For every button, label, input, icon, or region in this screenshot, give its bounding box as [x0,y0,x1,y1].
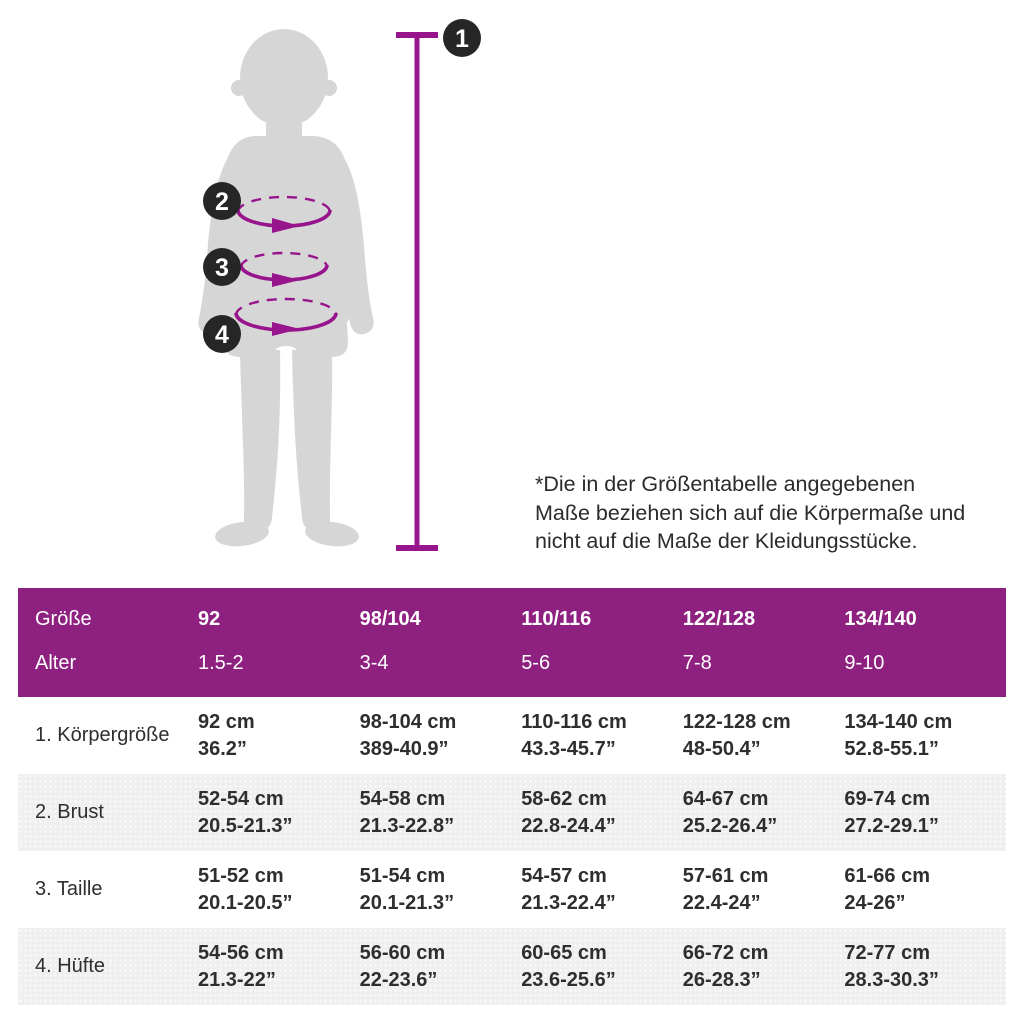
table-cell: 66-72 cm 26-28.3” [682,941,769,991]
table-cell: 60-65 cm 23.6-25.6” [521,941,616,991]
table-cell: 92 cm 36.2” [198,710,255,760]
size-table-header: Größe 92 98/104 110/116 122/128 134/140 … [18,588,1006,697]
table-cell: 69-74 cm 27.2-29.1” [844,787,939,837]
header-age-value: 7-8 [682,651,712,674]
badge-3-waist: 3 [203,248,241,286]
header-size-value: 98/104 [359,608,421,631]
note-line: nicht auf die Maße der Kleidungsstücke. [535,529,918,553]
svg-text:1: 1 [455,25,469,53]
table-row-taille: 3. Taille 51-52 cm 20.1-20.5” 51-54 cm 20.… [18,851,1006,928]
child-silhouette [198,29,374,547]
table-cell: 58-62 cm 22.8-24.4” [521,787,616,837]
row-label: 2. Brust [35,801,104,823]
table-row-brust: 2. Brust 52-54 cm 20.5-21.3” 54-58 cm 21.3… [18,774,1006,851]
note-line: Maße beziehen sich auf die Körpermaße un… [535,500,966,525]
header-size-label: Größe [35,608,92,631]
size-table: Größe 92 98/104 110/116 122/128 134/140 … [18,588,1006,1005]
header-age-value: 1.5-2 [198,651,244,674]
size-guide-illustration: 1 2 3 4 [198,19,481,551]
header-size-value: 134/140 [844,608,917,631]
header-age-value: 5-6 [521,651,551,674]
table-cell: 61-66 cm 24-26” [844,864,931,914]
badge-2-chest: 2 [203,182,241,220]
table-cell: 64-67 cm 25.2-26.4” [682,787,778,837]
badge-4-hip: 4 [203,315,241,353]
table-cell: 52-54 cm 20.5-21.3” [198,787,293,837]
table-cell: 56-60 cm 22-23.6” [359,941,446,991]
table-cell: 54-58 cm 21.3-22.8” [359,787,455,837]
svg-text:2: 2 [215,188,229,216]
badge-1-height: 1 [443,19,481,57]
height-measure-line [396,32,438,551]
header-age-label: Alter [35,651,77,674]
header-size-value: 122/128 [682,608,756,631]
header-age-value: 9-10 [844,651,885,674]
table-cell: 110-116 cm 43.3-45.7” [521,710,627,760]
table-cell: 54-56 cm 21.3-22” [198,941,284,991]
row-label: 3. Taille [35,878,103,900]
svg-text:3: 3 [215,254,229,282]
waist-measure-ellipse [239,251,329,287]
svg-text:4: 4 [215,321,229,349]
table-row-koerpergroesse: 1. Körpergröße 92 cm 36.2” 98-104 cm 389-4… [18,697,1006,774]
measurement-disclaimer-note: *Die in der Größentabelle angegebenen Ma… [535,470,965,556]
row-label: 4. Hüfte [35,955,106,977]
header-age-value: 3-4 [359,651,389,674]
header-size-value: 92 [198,608,221,631]
hip-measure-ellipse [234,297,338,336]
table-cell: 57-61 cm 22.4-24” [682,864,769,914]
header-size-value: 110/116 [521,608,592,631]
table-cell: 51-54 cm 20.1-21.3” [359,864,455,914]
table-cell: 134-140 cm 52.8-55.1” [844,710,953,760]
chest-measure-ellipse [236,195,332,233]
table-cell: 122-128 cm 48-50.4” [682,710,791,760]
table-cell: 98-104 cm 389-40.9” [359,710,457,760]
table-cell: 51-52 cm 20.1-20.5” [198,864,293,914]
table-cell: 72-77 cm 28.3-30.3” [844,941,939,991]
row-label: 1. Körpergröße [35,724,170,746]
table-cell: 54-57 cm 21.3-22.4” [521,864,616,914]
note-line: *Die in der Größentabelle angegebenen [535,472,916,496]
table-row-huefte: 4. Hüfte 54-56 cm 21.3-22” 56-60 cm 22-23.… [18,928,1006,1005]
